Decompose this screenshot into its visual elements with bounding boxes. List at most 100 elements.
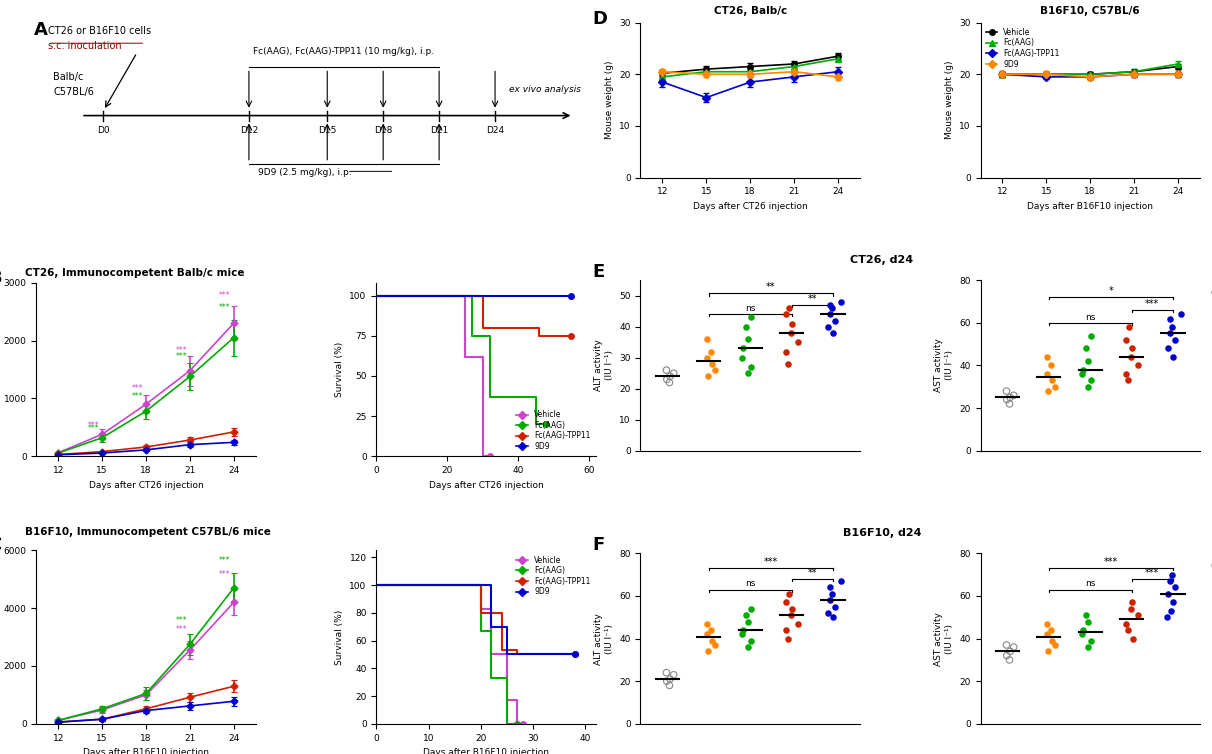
Point — [821, 308, 840, 320]
Point — [742, 361, 761, 373]
Point — [1076, 609, 1096, 621]
Text: D24: D24 — [486, 125, 504, 134]
Point — [657, 373, 676, 385]
Y-axis label: Mouse weight (g): Mouse weight (g) — [944, 61, 954, 139]
Point — [1128, 360, 1148, 372]
Text: C57BL/6: C57BL/6 — [53, 87, 95, 97]
Point — [733, 342, 753, 354]
Point — [996, 639, 1016, 651]
Point — [698, 370, 718, 382]
Point — [697, 333, 716, 345]
Text: D15: D15 — [318, 125, 337, 134]
Point — [742, 602, 761, 615]
Text: E: E — [593, 263, 605, 281]
Point — [1039, 645, 1058, 657]
Text: **: ** — [807, 568, 817, 578]
Point — [1041, 360, 1060, 372]
Point — [1079, 641, 1098, 653]
Point — [997, 650, 1017, 662]
Point — [1046, 381, 1065, 393]
Text: Balb/c: Balb/c — [53, 72, 84, 82]
Point — [738, 367, 758, 379]
Text: C: C — [0, 536, 1, 554]
Point — [702, 635, 721, 647]
Y-axis label: ALT activity
(IU l⁻¹): ALT activity (IU l⁻¹) — [594, 339, 613, 391]
Point — [657, 675, 676, 687]
Point — [705, 364, 725, 376]
Point — [824, 611, 844, 624]
Point — [822, 588, 841, 600]
Text: B: B — [0, 269, 1, 287]
Point — [1000, 654, 1019, 666]
Point — [659, 679, 679, 691]
Point — [698, 645, 718, 657]
Text: ex vivo analysis: ex vivo analysis — [509, 84, 581, 93]
Point — [825, 314, 845, 326]
Point — [1042, 635, 1062, 647]
Text: ***: *** — [176, 617, 187, 626]
Point — [1122, 596, 1142, 608]
Point — [1161, 605, 1180, 617]
Point — [825, 600, 845, 612]
Point — [738, 333, 758, 345]
Point — [1122, 342, 1142, 354]
Point — [996, 385, 1016, 397]
Point — [1161, 327, 1180, 339]
Text: Fc(AAG), Fc(AAG)-TPP11 (10 mg/kg), i.p.: Fc(AAG), Fc(AAG)-TPP11 (10 mg/kg), i.p. — [253, 47, 435, 56]
Point — [831, 575, 851, 587]
Point — [782, 602, 801, 615]
Point — [824, 327, 844, 339]
Point — [1162, 569, 1182, 581]
Text: D12: D12 — [240, 125, 258, 134]
Y-axis label: Survival (%): Survival (%) — [335, 342, 344, 397]
Point — [1159, 342, 1178, 354]
Text: D21: D21 — [430, 125, 448, 134]
Point — [657, 364, 676, 376]
Point — [1046, 639, 1065, 651]
Point — [1171, 308, 1190, 320]
Point — [738, 641, 758, 653]
Text: ***: *** — [1145, 568, 1160, 578]
X-axis label: Days after B16F10 injection: Days after B16F10 injection — [84, 748, 208, 754]
X-axis label: Days after CT26 injection: Days after CT26 injection — [88, 480, 204, 489]
Point — [821, 594, 840, 606]
Point — [776, 308, 795, 320]
Point — [1037, 351, 1057, 363]
Point — [659, 376, 679, 388]
Legend: Normal, Vehicle, Fc(AAG), Fc(AAG)-TPP11, 9D9: Normal, Vehicle, Fc(AAG), Fc(AAG)-TPP11,… — [1208, 284, 1212, 346]
Point — [779, 588, 799, 600]
Point — [1119, 624, 1138, 636]
Point — [781, 609, 800, 621]
Point — [1041, 624, 1060, 636]
Text: **: ** — [807, 294, 817, 304]
Y-axis label: AST activity
(IU l⁻¹): AST activity (IU l⁻¹) — [934, 611, 954, 666]
Text: ***: *** — [219, 302, 230, 311]
Point — [1164, 351, 1183, 363]
Point — [1164, 596, 1183, 608]
Point — [1042, 375, 1062, 387]
Text: 9D9 (2.5 mg/kg), i.p.: 9D9 (2.5 mg/kg), i.p. — [258, 168, 351, 177]
Point — [776, 345, 795, 357]
Text: CT26 or B16F10 cells: CT26 or B16F10 cells — [47, 26, 150, 36]
Point — [1165, 581, 1184, 593]
Text: *: * — [1109, 287, 1114, 296]
Point — [664, 367, 684, 379]
X-axis label: Days after CT26 injection: Days after CT26 injection — [693, 202, 807, 211]
Point — [1076, 342, 1096, 354]
Point — [821, 581, 840, 593]
Point — [779, 302, 799, 314]
Point — [1079, 355, 1098, 367]
Legend: Vehicle, Fc(AAG), Fc(AAG)-TPP11, 9D9: Vehicle, Fc(AAG), Fc(AAG)-TPP11, 9D9 — [515, 409, 591, 452]
Legend: Normal, Vehicle, Fc(AAG), Fc(AAG)-TPP11, 9D9: Normal, Vehicle, Fc(AAG), Fc(AAG)-TPP11,… — [1208, 557, 1212, 619]
Point — [788, 618, 807, 630]
Point — [1000, 645, 1019, 657]
Point — [1120, 321, 1139, 333]
Point — [1079, 615, 1098, 627]
Point — [1116, 618, 1136, 630]
Text: ***: *** — [87, 424, 99, 433]
Point — [1121, 351, 1140, 363]
Point — [778, 358, 797, 370]
Point — [1119, 375, 1138, 387]
Point — [732, 628, 751, 640]
Legend: Vehicle, Fc(AAG), Fc(AAG)-TPP11, 9D9: Vehicle, Fc(AAG), Fc(AAG)-TPP11, 9D9 — [515, 554, 591, 598]
